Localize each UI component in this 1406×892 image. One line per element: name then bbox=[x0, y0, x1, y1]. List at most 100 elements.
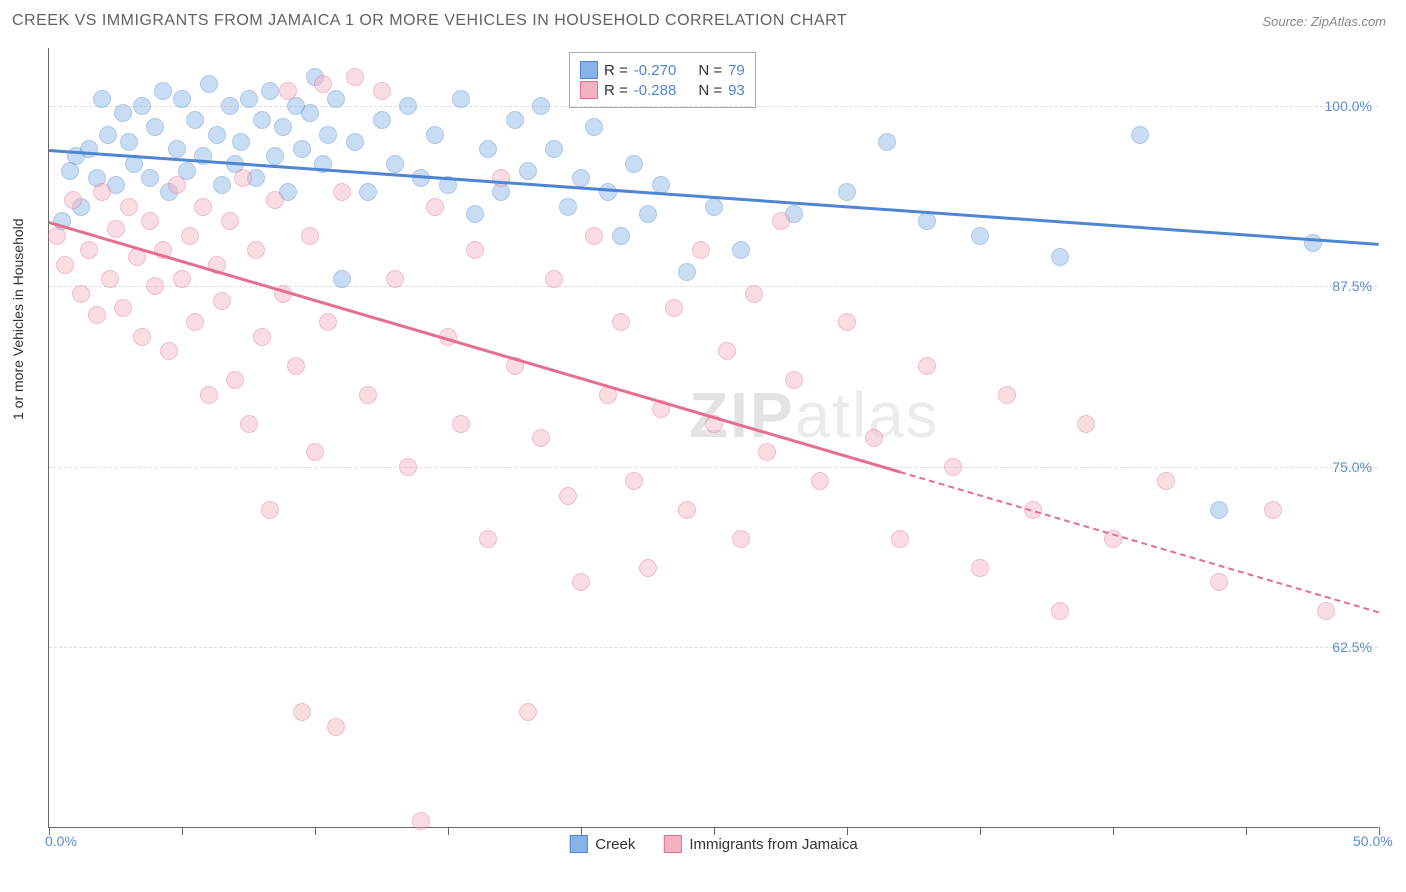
data-point bbox=[625, 472, 643, 490]
chart-title: CREEK VS IMMIGRANTS FROM JAMAICA 1 OR MO… bbox=[12, 12, 847, 30]
data-point bbox=[745, 285, 763, 303]
trend-line bbox=[49, 149, 1379, 245]
gridline bbox=[49, 286, 1378, 287]
data-point bbox=[811, 472, 829, 490]
data-point bbox=[585, 227, 603, 245]
n-value: 93 bbox=[728, 82, 745, 99]
data-point bbox=[678, 501, 696, 519]
chart-container: CREEK VS IMMIGRANTS FROM JAMAICA 1 OR MO… bbox=[0, 0, 1406, 892]
gridline bbox=[49, 647, 1378, 648]
data-point bbox=[64, 191, 82, 209]
x-tick bbox=[182, 827, 183, 835]
data-point bbox=[492, 169, 510, 187]
data-point bbox=[918, 357, 936, 375]
data-point bbox=[971, 227, 989, 245]
data-point bbox=[386, 155, 404, 173]
data-point bbox=[758, 443, 776, 461]
data-point bbox=[168, 176, 186, 194]
data-point bbox=[625, 155, 643, 173]
r-value: -0.288 bbox=[634, 82, 677, 99]
data-point bbox=[200, 75, 218, 93]
data-point bbox=[639, 205, 657, 223]
data-point bbox=[261, 82, 279, 100]
data-point bbox=[232, 133, 250, 151]
data-point bbox=[266, 191, 284, 209]
data-point bbox=[359, 386, 377, 404]
data-point bbox=[333, 270, 351, 288]
data-point bbox=[141, 212, 159, 230]
data-point bbox=[101, 270, 119, 288]
data-point bbox=[479, 140, 497, 158]
data-point bbox=[173, 90, 191, 108]
data-point bbox=[141, 169, 159, 187]
x-tick bbox=[448, 827, 449, 835]
data-point bbox=[186, 111, 204, 129]
data-point bbox=[247, 241, 265, 259]
n-label: N = bbox=[698, 62, 722, 79]
data-point bbox=[891, 530, 909, 548]
data-point bbox=[160, 342, 178, 360]
data-point bbox=[93, 90, 111, 108]
data-point bbox=[506, 111, 524, 129]
legend-swatch-jamaica bbox=[663, 835, 681, 853]
data-point bbox=[1131, 126, 1149, 144]
data-point bbox=[599, 183, 617, 201]
data-point bbox=[865, 429, 883, 447]
data-point bbox=[944, 458, 962, 476]
n-label: N = bbox=[698, 82, 722, 99]
y-axis-label: 1 or more Vehicles in Household bbox=[10, 218, 26, 420]
data-point bbox=[261, 501, 279, 519]
data-point bbox=[287, 357, 305, 375]
data-point bbox=[226, 371, 244, 389]
x-tick bbox=[714, 827, 715, 835]
data-point bbox=[572, 573, 590, 591]
data-point bbox=[99, 126, 117, 144]
data-point bbox=[346, 133, 364, 151]
data-point bbox=[48, 227, 66, 245]
data-point bbox=[221, 97, 239, 115]
correlation-legend: R =-0.270N =79R =-0.288N =93 bbox=[569, 52, 756, 108]
watermark: ZIPatlas bbox=[689, 378, 940, 452]
legend-swatch-creek bbox=[569, 835, 587, 853]
data-point bbox=[168, 140, 186, 158]
data-point bbox=[678, 263, 696, 281]
data-point bbox=[1157, 472, 1175, 490]
data-point bbox=[1077, 415, 1095, 433]
data-point bbox=[373, 82, 391, 100]
data-point bbox=[1210, 501, 1228, 519]
data-point bbox=[612, 227, 630, 245]
legend-swatch bbox=[580, 81, 598, 99]
x-tick bbox=[1113, 827, 1114, 835]
data-point bbox=[1051, 248, 1069, 266]
data-point bbox=[319, 126, 337, 144]
data-point bbox=[692, 241, 710, 259]
data-point bbox=[146, 118, 164, 136]
data-point bbox=[838, 313, 856, 331]
data-point bbox=[532, 429, 550, 447]
series-legend: Creek Immigrants from Jamaica bbox=[569, 835, 857, 853]
correlation-legend-row: R =-0.270N =79 bbox=[580, 61, 745, 79]
data-point bbox=[306, 443, 324, 461]
data-point bbox=[639, 559, 657, 577]
data-point bbox=[279, 82, 297, 100]
legend-item-creek: Creek bbox=[569, 835, 635, 853]
data-point bbox=[452, 415, 470, 433]
data-point bbox=[93, 183, 111, 201]
data-point bbox=[181, 227, 199, 245]
data-point bbox=[612, 313, 630, 331]
data-point bbox=[80, 140, 98, 158]
data-point bbox=[120, 133, 138, 151]
data-point bbox=[426, 198, 444, 216]
data-point bbox=[971, 559, 989, 577]
data-point bbox=[240, 90, 258, 108]
data-point bbox=[133, 328, 151, 346]
data-point bbox=[221, 212, 239, 230]
data-point bbox=[293, 140, 311, 158]
data-point bbox=[732, 241, 750, 259]
legend-swatch bbox=[580, 61, 598, 79]
data-point bbox=[519, 703, 537, 721]
data-point bbox=[200, 386, 218, 404]
source-label: Source: ZipAtlas.com bbox=[1262, 14, 1386, 29]
data-point bbox=[88, 306, 106, 324]
data-point bbox=[399, 458, 417, 476]
